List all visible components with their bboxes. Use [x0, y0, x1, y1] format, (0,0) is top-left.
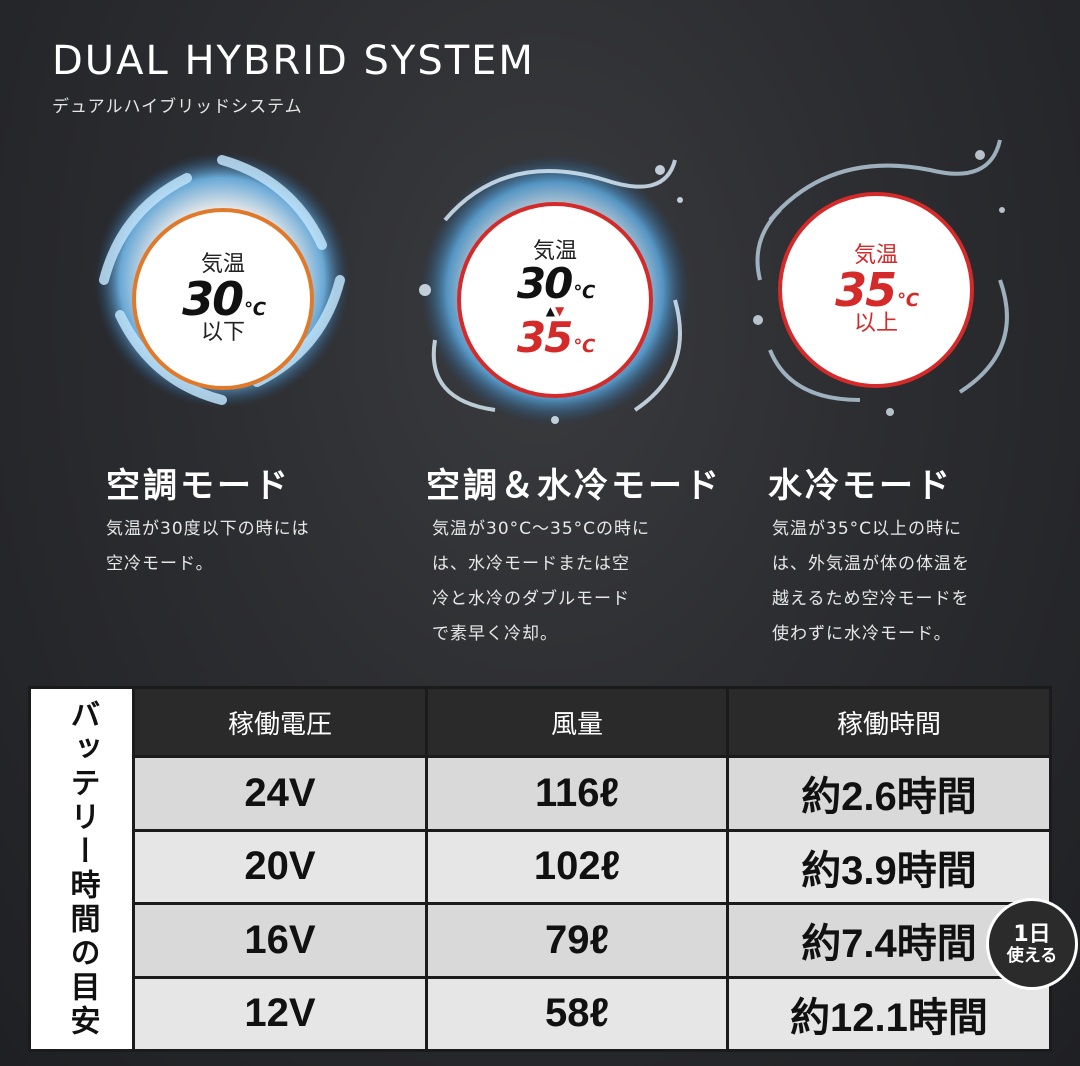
air-mode-description: 気温が30度以下の時には 空冷モード。 — [106, 519, 310, 574]
hybrid-mode-visual: 気温 30 ℃ ▲▼ 35 ℃ — [405, 150, 725, 450]
air-temp-value-wrap: 30 ℃ — [182, 276, 266, 322]
battery-table: バッテリー時間の目安 稼働電圧 風量 稼働時間 24V 116ℓ 約2.6時間 … — [28, 686, 1052, 1052]
mode-air: 気温 30 ℃ 以下 — [80, 150, 400, 450]
hybrid-temp-low-wrap: 30 ℃ — [517, 263, 595, 305]
header-runtime: 稼働時間 — [729, 689, 1049, 755]
table-row: 24V 116ℓ 約2.6時間 — [135, 758, 1049, 829]
hybrid-mode-description: 気温が30°C〜35°Cの時に は、水冷モードまたは空 冷と水冷のダブルモード … — [432, 519, 651, 644]
hybrid-temp-circle: 気温 30 ℃ ▲▼ 35 ℃ — [457, 202, 653, 398]
page-subtitle: デュアルハイブリッドシステム — [52, 97, 303, 117]
water-temp-condition: 以上 — [853, 311, 898, 336]
water-mode-name: 水冷モード — [768, 466, 953, 506]
airflow-cell: 58ℓ — [428, 978, 726, 1049]
water-temp-value-wrap: 35 ℃ — [835, 267, 919, 313]
mode-water: 気温 35 ℃ 以上 — [740, 139, 1060, 450]
runtime-cell: 約3.9時間 — [729, 831, 1049, 902]
air-temp-condition: 以下 — [200, 320, 245, 345]
air-mode-visual: 気温 30 ℃ 以下 — [80, 150, 400, 450]
battery-table-side-label: バッテリー時間の目安 — [28, 686, 135, 1052]
air-temp-unit: ℃ — [244, 299, 266, 320]
runtime-cell: 約2.6時間 — [729, 758, 1049, 829]
runtime-cell: 約12.1時間 — [729, 978, 1049, 1049]
range-arrows-icon: ▲▼ — [545, 304, 565, 318]
hybrid-temp-high: 35 — [516, 313, 573, 362]
water-temp-unit: ℃ — [897, 290, 919, 311]
mode-hybrid: 気温 30 ℃ ▲▼ 35 ℃ — [405, 150, 725, 450]
table-row: 16V 79ℓ 約7.4時間 — [135, 905, 1049, 976]
hybrid-temp-high-wrap: 35 ℃ — [517, 317, 595, 359]
table-row: 20V 102ℓ 約3.9時間 — [135, 831, 1049, 902]
hybrid-temp-label: 気温 — [532, 239, 577, 264]
water-temp-circle: 気温 35 ℃ 以上 — [778, 192, 974, 388]
voltage-cell: 16V — [135, 905, 425, 976]
battery-table-grid: 稼働電圧 風量 稼働時間 24V 116ℓ 約2.6時間 20V 102ℓ 約3… — [135, 686, 1052, 1052]
air-temp-value: 30 — [182, 272, 244, 326]
air-temp-label: 気温 — [200, 252, 245, 277]
water-temp-value: 35 — [835, 263, 897, 317]
header-voltage: 稼働電圧 — [135, 689, 425, 755]
air-temp-circle: 気温 30 ℃ 以下 — [132, 208, 314, 390]
hybrid-temp-low: 30 — [516, 259, 573, 308]
hybrid-mode-name: 空調＆水冷モード — [426, 466, 722, 506]
badge-line2: 使える — [1006, 945, 1058, 966]
airflow-cell: 116ℓ — [428, 758, 726, 829]
voltage-cell: 12V — [135, 978, 425, 1049]
table-row: 12V 58ℓ 約12.1時間 — [135, 978, 1049, 1049]
airflow-cell: 102ℓ — [428, 831, 726, 902]
hybrid-temp-unit-low: ℃ — [573, 282, 595, 303]
voltage-cell: 24V — [135, 758, 425, 829]
page-title: DUAL HYBRID SYSTEM — [52, 38, 535, 84]
hybrid-temp-unit-high: ℃ — [573, 336, 595, 357]
water-mode-description: 気温が35°C以上の時に は、外気温が体の体温を 越えるため空冷モードを 使わず… — [772, 519, 970, 644]
header-airflow: 風量 — [428, 689, 726, 755]
water-temp-label: 気温 — [853, 243, 898, 268]
airflow-cell: 79ℓ — [428, 905, 726, 976]
one-day-badge: 1日 使える — [986, 898, 1078, 990]
water-splash-icon-2 — [753, 139, 1009, 416]
badge-line1: 1日 — [1013, 921, 1051, 947]
air-mode-name: 空調モード — [106, 466, 291, 506]
voltage-cell: 20V — [135, 831, 425, 902]
water-mode-visual: 気温 35 ℃ 以上 — [740, 139, 1060, 450]
table-header-row: 稼働電圧 風量 稼働時間 — [135, 689, 1049, 755]
